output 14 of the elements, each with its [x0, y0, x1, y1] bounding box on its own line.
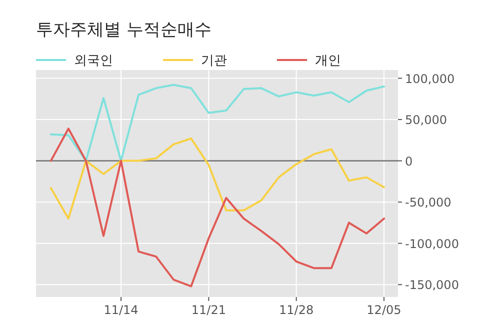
y-tick-label: -150,000 [405, 278, 459, 292]
legend-label: 외국인 [74, 54, 113, 68]
legend-label: 개인 [315, 54, 341, 68]
x-tick-label: 11/21 [191, 303, 226, 317]
legend-label: 기관 [201, 54, 227, 68]
y-tick-label: -100,000 [405, 236, 459, 251]
y-tick-label: 100,000 [405, 72, 455, 86]
chart-title: 투자주체별 누적순매수 [36, 20, 212, 40]
y-tick-label: 0 [405, 154, 413, 168]
y-tick-label: -50,000 [405, 196, 452, 210]
x-tick-label: 12/05 [366, 303, 402, 317]
x-tick-label: 11/28 [279, 303, 314, 317]
y-tick-label: 50,000 [405, 113, 447, 128]
x-tick-label: 11/14 [104, 303, 138, 317]
